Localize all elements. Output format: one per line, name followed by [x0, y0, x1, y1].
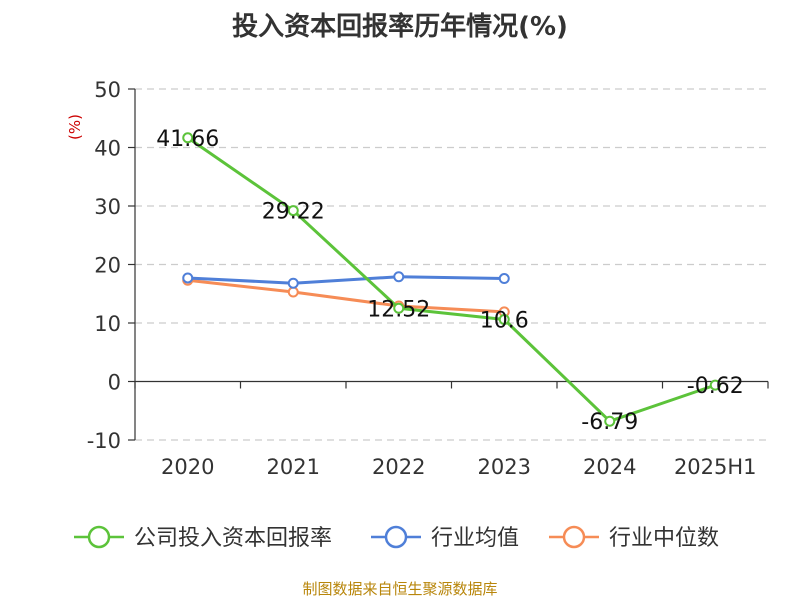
y-tick-label: -10: [87, 429, 121, 453]
data-point: [182, 272, 194, 284]
y-tick-label: 30: [94, 195, 121, 219]
data-label: 41.66: [156, 127, 219, 152]
legend-marker: [87, 525, 111, 549]
y-axis-label: (%): [66, 114, 84, 140]
y-tick-label: 50: [94, 78, 121, 102]
data-point: [393, 271, 405, 283]
legend-label: 行业均值: [431, 526, 519, 551]
data-point: [498, 273, 510, 285]
legend-label: 行业中位数: [609, 526, 719, 551]
x-tick-label: 2025H1: [674, 455, 757, 479]
source-note: 制图数据来自恒生聚源数据库: [302, 580, 498, 598]
data-point: [393, 302, 405, 314]
x-tick-label: 2024: [583, 455, 636, 479]
series-line: [187, 278, 505, 314]
data-point: [287, 286, 299, 298]
x-tick-label: 2020: [161, 455, 214, 479]
y-tick-label: 0: [108, 371, 121, 395]
y-tick-label: 40: [94, 137, 121, 161]
y-tick-label: 10: [94, 312, 121, 336]
series-line: [187, 275, 505, 285]
data-label: 29.22: [262, 200, 325, 225]
data-label: -0.62: [687, 374, 744, 399]
chart-title: 投入资本回报率历年情况(%): [232, 12, 568, 42]
x-tick-label: 2023: [478, 455, 531, 479]
data-label: -6.79: [581, 410, 638, 435]
data-point: [287, 277, 299, 289]
x-tick-label: 2022: [372, 455, 425, 479]
legend-marker: [384, 525, 408, 549]
data-label: 10.6: [480, 308, 529, 333]
data-label: 12.52: [367, 297, 430, 322]
x-tick-label: 2021: [267, 455, 320, 479]
y-tick-label: 20: [94, 254, 121, 278]
data-point: [604, 415, 616, 427]
data-point: [182, 132, 194, 144]
data-point: [498, 313, 510, 325]
data-point: [709, 379, 721, 391]
data-point: [287, 205, 299, 217]
legend-label: 公司投入资本回报率: [134, 526, 332, 551]
series-line: [186, 136, 716, 423]
legend-marker: [562, 525, 586, 549]
